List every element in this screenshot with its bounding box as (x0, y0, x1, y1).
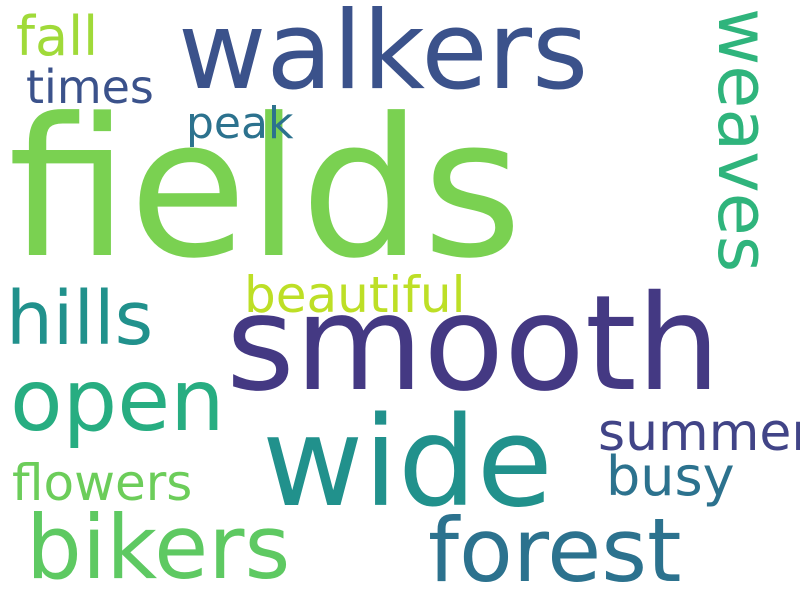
word-flowers: flowers (12, 454, 193, 512)
word-smooth: smooth (226, 267, 721, 421)
word-bikers: bikers (26, 496, 291, 599)
word-open: open (10, 351, 225, 451)
word-summer: summer (598, 403, 800, 463)
word-fields: fields (8, 78, 523, 301)
word-forest: forest (428, 499, 682, 602)
word-walkers: walkers (178, 0, 589, 114)
word-weaves: weaves (702, 8, 784, 273)
word-hills: hills (6, 276, 154, 362)
word-peak: peak (186, 98, 294, 149)
word-times: times (26, 60, 154, 114)
word-beautiful: beautiful (244, 266, 466, 324)
word-wide: wide (262, 391, 553, 535)
word-fall: fall (16, 5, 99, 68)
word-busy: busy (606, 445, 735, 508)
